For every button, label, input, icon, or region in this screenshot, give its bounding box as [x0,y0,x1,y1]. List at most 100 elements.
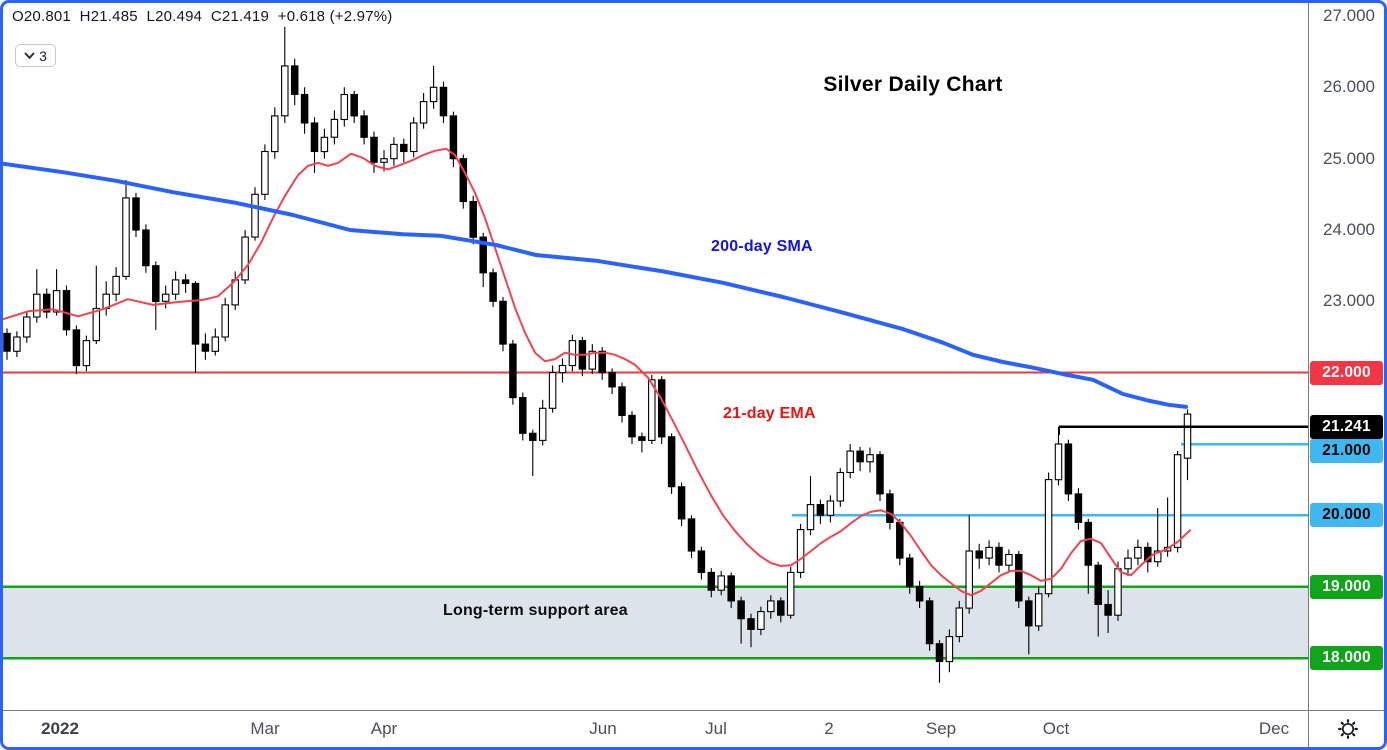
time-tick-label: 2022 [41,719,79,738]
candle [757,606,765,636]
candle [1034,586,1043,631]
candle [777,597,785,623]
candle [1064,439,1073,501]
candle [419,93,428,129]
candle [42,288,51,319]
price-tick-label: 25.000 [1323,148,1375,168]
candle [925,597,934,651]
candle [985,540,993,566]
support-band [3,586,1308,658]
chevron-down-icon [24,52,35,60]
candle [340,87,349,127]
candle [667,433,676,494]
candle [112,267,120,302]
candle [23,312,31,343]
price-level-badge: 19.000 [1310,574,1383,599]
price-level-badge: 21.241 [1310,414,1383,439]
candle [786,566,795,619]
candle [429,65,438,109]
ohlc-legend: O20.801 H21.485 L20.494 C21.419 +0.618 (… [12,8,393,25]
candle [846,444,854,479]
candle [558,358,567,383]
candle [806,476,815,536]
candle [628,411,636,444]
price-level-badge: 18.000 [1310,646,1383,670]
interval-value: 3 [39,47,47,64]
candle [152,261,160,330]
candle [876,451,884,501]
candle [201,333,210,360]
candle [211,328,220,356]
candle [499,297,507,352]
candle [538,399,547,446]
candle [1044,472,1053,598]
candle [955,600,964,643]
candle [221,297,229,342]
candle [261,144,269,200]
candle [281,26,289,123]
candle [102,281,110,316]
candle [1144,542,1152,573]
candle [608,368,616,394]
candle [677,482,686,526]
candle [1084,518,1093,594]
price-tick-label: 23.000 [1323,291,1375,311]
price-tick-label: 24.000 [1323,220,1375,239]
candle [449,111,458,168]
candle [1173,451,1182,553]
candle [767,595,775,619]
candle [350,90,358,123]
time-tick-label: Dec [1258,719,1290,738]
candle [886,489,894,530]
time-axis[interactable]: 2022 Mar Apr Jun Jul 2 Sep Oct Dec [3,710,1308,747]
price-level-badge: 20.000 [1310,503,1383,528]
candle [439,81,448,123]
candle [1015,551,1023,608]
candle [241,230,249,285]
candle [1054,426,1063,486]
candle [72,325,81,375]
candle [935,640,944,683]
candle [251,187,259,241]
candle [33,269,41,323]
time-tick-label: Jun [589,719,617,738]
chart-title: Silver Daily Chart [823,73,1003,96]
candle [638,432,646,453]
ema-line[interactable] [3,147,1191,597]
candle [856,446,864,472]
candle [142,224,150,273]
candle [409,117,418,158]
candle [62,285,71,336]
candle [578,337,587,377]
time-tick-label: 2 [824,719,834,738]
price-axis[interactable]: 27.000 26.000 25.000 24.000 23.000 22.000 21.2… [1308,3,1384,710]
candle [995,542,1003,573]
time-tick-label: Jul [705,719,727,738]
sun-settings-icon [1337,718,1359,740]
interval-dropdown-button[interactable]: 3 [15,44,56,67]
candle [300,87,309,134]
candle [707,568,716,598]
candle [320,128,329,159]
candlestick-plot-area[interactable] [3,3,1308,710]
candle [519,392,527,441]
candle [905,553,914,594]
candle [657,376,666,444]
candle [796,523,805,579]
candle [92,265,101,345]
candle [1025,596,1033,655]
axis-settings-cell[interactable] [1308,710,1384,747]
candle [816,499,825,524]
sma-annotation-label: 200-day SMA [711,238,813,255]
sma-line[interactable] [3,161,1188,409]
candle [489,268,497,307]
candle [1094,561,1102,637]
candle [727,572,735,608]
candle [1005,549,1013,571]
candle [548,365,557,413]
candle [697,546,706,580]
candle [836,468,845,507]
price-tick-label: 26.000 [1323,77,1375,97]
candle [271,107,279,159]
candle [687,515,696,559]
